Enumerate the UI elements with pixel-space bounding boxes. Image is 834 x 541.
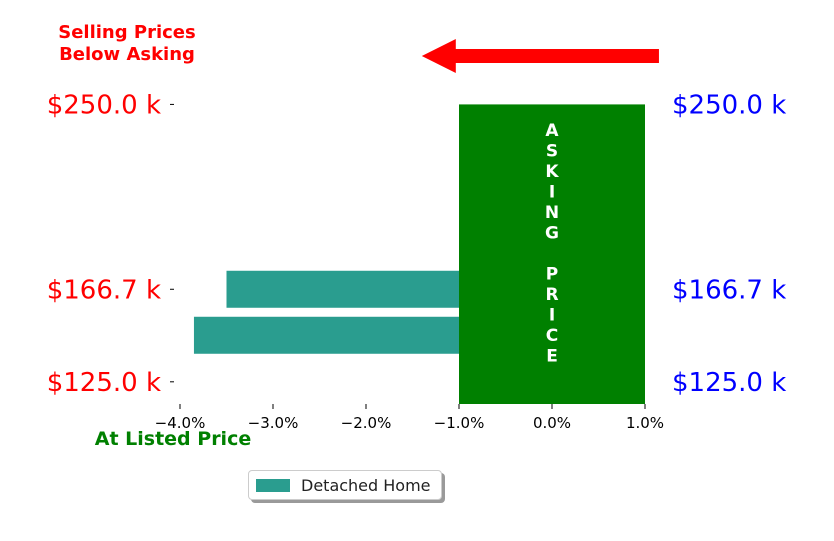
- legend-swatch: [256, 478, 290, 492]
- asking-price-letter: I: [549, 183, 555, 203]
- annotation-below-asking-line2: Below Asking: [59, 44, 195, 65]
- y-tick-label-right: $125.0 k: [672, 368, 786, 398]
- x-tick-label: −3.0%: [248, 414, 299, 432]
- asking-price-band: [459, 104, 645, 405]
- x-tick-label: −1.0%: [434, 414, 485, 432]
- y-tick-label-left: $250.0 k: [47, 90, 161, 120]
- legend-label: Detached Home: [301, 475, 431, 495]
- y-tick-label-left: $125.0 k: [47, 368, 161, 398]
- asking-price-letter: E: [546, 347, 558, 367]
- x-tick-label: 1.0%: [626, 414, 664, 432]
- annotation-at-listed-price: At Listed Price: [95, 428, 251, 450]
- asking-price-letter: G: [545, 224, 559, 244]
- annotation-below-asking-line1: Selling Prices: [58, 22, 195, 43]
- legend: Detached Home: [248, 470, 442, 500]
- y-tick-label-right: $250.0 k: [672, 90, 786, 120]
- asking-price-letter: P: [546, 265, 558, 285]
- arrow-left-icon: [421, 39, 659, 73]
- asking-price-letter: N: [545, 203, 559, 223]
- asking-price-letter: S: [546, 142, 558, 162]
- x-tick-label: 0.0%: [533, 414, 571, 432]
- x-tick-label: −2.0%: [341, 414, 392, 432]
- asking-price-letter: I: [549, 306, 555, 326]
- asking-price-letter: R: [545, 285, 558, 305]
- asking-price-letter: C: [546, 326, 558, 346]
- y-tick-label-left: $166.7 k: [47, 275, 161, 305]
- x-tick-label: −4.0%: [155, 414, 206, 432]
- bar-detached-home: [193, 316, 459, 354]
- bar-detached-home: [226, 270, 459, 308]
- asking-price-letter: K: [545, 162, 559, 182]
- asking-price-letter: A: [545, 121, 559, 141]
- y-tick-label-right: $166.7 k: [672, 275, 786, 305]
